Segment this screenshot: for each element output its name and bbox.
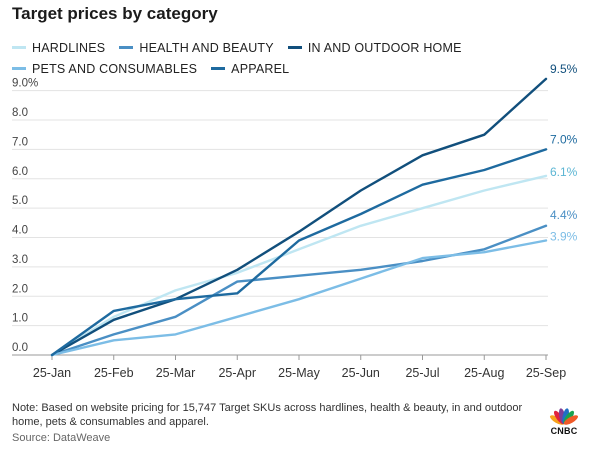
series-line-apparel bbox=[50, 148, 548, 357]
y-tick-label: 5.0 bbox=[12, 195, 28, 207]
legend-swatch bbox=[211, 67, 226, 71]
y-tick-label: 0.0 bbox=[12, 342, 28, 354]
peacock-icon bbox=[549, 408, 579, 425]
x-tick-label: 25-Sep bbox=[526, 366, 566, 380]
legend-item: PETS AND CONSUMABLES bbox=[12, 59, 197, 80]
x-tick-label: 25-Feb bbox=[94, 366, 134, 380]
y-tick-label: 6.0 bbox=[12, 166, 28, 178]
series-line-in-and-outdoor-home bbox=[50, 77, 548, 357]
x-tick-label: 25-Jan bbox=[33, 366, 71, 380]
legend-item: APPAREL bbox=[211, 59, 289, 80]
y-tick-label: 9.0% bbox=[12, 78, 38, 90]
cnbc-logo: CNBC bbox=[547, 406, 581, 442]
end-value-label: 4.4% bbox=[550, 208, 578, 222]
chart-note: Note: Based on website pricing for 15,74… bbox=[12, 402, 523, 428]
y-tick-label: 1.0 bbox=[12, 313, 28, 325]
legend-label: HARDLINES bbox=[32, 41, 106, 55]
x-tick-label: 25-Jul bbox=[405, 366, 439, 380]
x-tick-label: 25-Mar bbox=[156, 366, 196, 380]
legend-label: PETS AND CONSUMABLES bbox=[32, 62, 198, 76]
x-tick-label: 25-Jun bbox=[342, 366, 380, 380]
y-tick-label: 8.0 bbox=[12, 107, 28, 119]
y-tick-label: 3.0 bbox=[12, 254, 28, 266]
line-chart: 0.0 1.0 2.0 3.0 4.0 5.0 6.0 7.0 8.0 9.0% 25-Jan 25-… bbox=[12, 62, 578, 380]
series-line-health-and-beauty bbox=[50, 224, 548, 357]
legend-swatch bbox=[12, 46, 26, 50]
legend-item: HARDLINES bbox=[12, 38, 105, 59]
x-tick-label: 25-May bbox=[278, 366, 320, 380]
end-value-label: 3.9% bbox=[550, 229, 578, 243]
legend-label: IN AND OUTDOOR HOME bbox=[307, 41, 462, 55]
series-line-hardlines bbox=[50, 174, 548, 357]
legend-swatch bbox=[287, 46, 302, 50]
chart-source: Source: DataWeave bbox=[12, 432, 111, 444]
legend-item: IN AND OUTDOOR HOME bbox=[287, 38, 462, 59]
y-tick-label: 4.0 bbox=[12, 225, 28, 237]
end-value-label: 6.1% bbox=[550, 165, 578, 179]
legend-label: HEALTH AND BEAUTY bbox=[139, 41, 274, 55]
legend-swatch bbox=[119, 46, 134, 50]
end-value-label: 7.0% bbox=[550, 132, 578, 146]
y-tick-label: 2.0 bbox=[12, 283, 28, 295]
y-tick-label: 7.0 bbox=[12, 136, 28, 148]
end-value-label: 9.5% bbox=[550, 62, 578, 76]
legend-swatch bbox=[12, 67, 26, 71]
chart-legend: HARDLINES HEALTH AND BEAUTY IN AND OUTDOOR… bbox=[12, 38, 587, 80]
chart-title: Target prices by category bbox=[12, 4, 218, 23]
x-tick-label: 25-Apr bbox=[218, 366, 256, 380]
logo-text: CNBC bbox=[550, 426, 578, 436]
legend-item: HEALTH AND BEAUTY bbox=[119, 38, 274, 59]
series-line-pets-and-consumables bbox=[50, 239, 548, 357]
legend-label: APPAREL bbox=[231, 62, 290, 76]
peacock-feather bbox=[563, 415, 579, 425]
x-tick-label: 25-Aug bbox=[464, 366, 504, 380]
